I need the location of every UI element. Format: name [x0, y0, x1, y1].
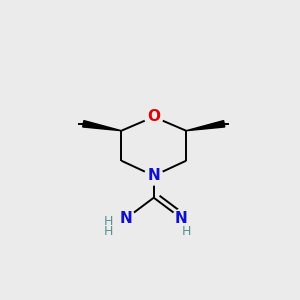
Text: N: N [175, 211, 188, 226]
Text: N: N [147, 168, 160, 183]
Polygon shape [186, 121, 225, 131]
Circle shape [117, 209, 135, 228]
Circle shape [145, 108, 163, 126]
Polygon shape [83, 121, 122, 131]
Text: H: H [104, 225, 113, 238]
Text: N: N [120, 211, 132, 226]
Text: H: H [104, 215, 113, 229]
Circle shape [145, 167, 163, 185]
Circle shape [172, 209, 191, 228]
Text: O: O [147, 109, 160, 124]
Text: H: H [182, 225, 191, 238]
